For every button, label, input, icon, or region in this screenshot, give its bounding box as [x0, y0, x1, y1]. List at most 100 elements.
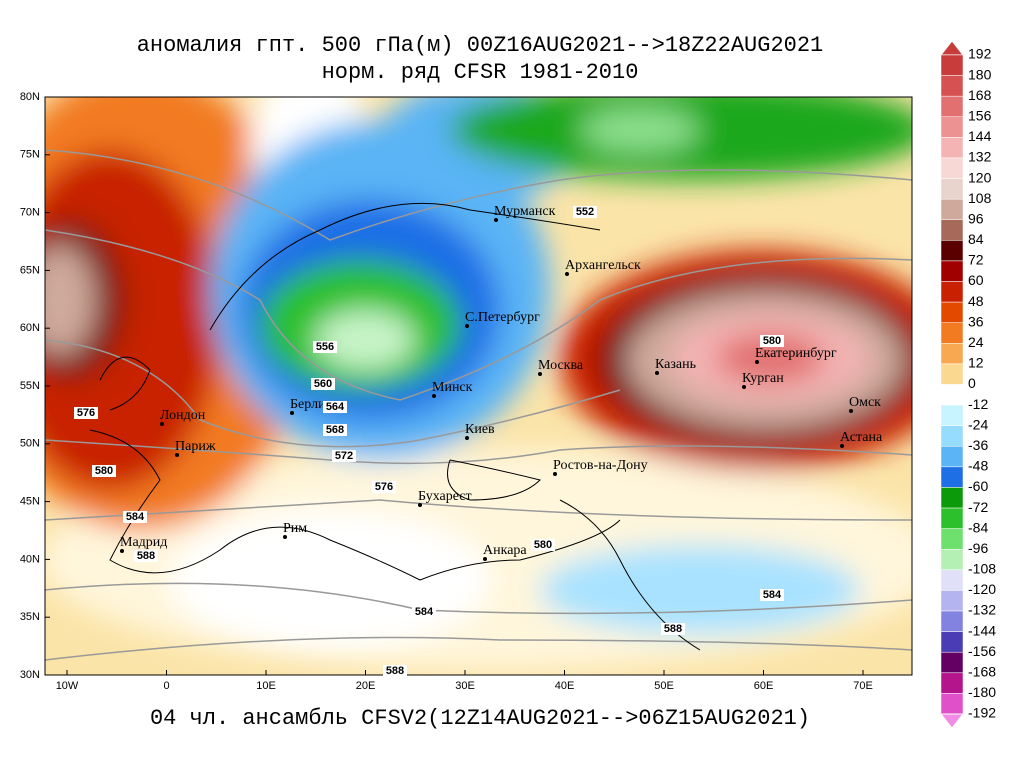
colorbar-cell	[940, 260, 964, 282]
colorbar-cell	[940, 75, 964, 97]
lon-label: 10W	[56, 680, 79, 692]
city-label: Москва	[538, 358, 584, 373]
lat-label: 55N	[20, 380, 40, 392]
colorbar-cell	[940, 240, 964, 262]
city-label: Берлин	[290, 397, 334, 412]
colorbar-cell	[940, 301, 964, 323]
contour-label-bg	[661, 623, 685, 635]
colorbar-cell	[940, 487, 964, 509]
colorbar-label: 108	[968, 190, 992, 206]
map	[45, 97, 912, 675]
colorbar-cell	[940, 384, 964, 406]
contour-label: 580	[763, 335, 781, 347]
contour-label-bg	[332, 450, 356, 462]
contour-label: 588	[386, 665, 404, 677]
city-label: Екатеринбург	[755, 346, 837, 361]
colorbar-label: -24	[968, 416, 988, 432]
colorbar-cell	[940, 631, 964, 653]
colorbar-cell	[940, 693, 964, 715]
city-dot	[840, 444, 844, 448]
lon-label: 0	[163, 680, 169, 692]
city-label: Лондон	[160, 408, 206, 423]
city-label: Ростов-на-Дону	[553, 458, 648, 473]
contour-label-bg	[531, 539, 555, 551]
colorbar-label: 120	[968, 169, 992, 185]
city-dot	[849, 409, 853, 413]
colorbar-arrow	[939, 40, 965, 56]
contour-label-bg	[372, 481, 396, 493]
city-dot	[432, 394, 436, 398]
city-label: Париж	[175, 439, 216, 454]
colorbar-label: 192	[968, 46, 992, 62]
colorbar-label: -120	[968, 581, 996, 597]
colorbar-label: -180	[968, 684, 996, 700]
colorbar-cell	[940, 363, 964, 385]
contour-label: 580	[534, 539, 552, 551]
colorbar-label: -72	[968, 499, 988, 515]
city-dot	[160, 422, 164, 426]
lat-label: 80N	[20, 91, 40, 103]
colorbar-arrow	[939, 713, 965, 729]
lat-label: 60N	[20, 322, 40, 334]
colorbar-cell	[940, 528, 964, 550]
contour-label: 556	[316, 341, 334, 353]
footer: 04 чл. ансамбль CFSV2(12Z14AUG2021-->06Z…	[150, 706, 810, 731]
colorbar-label: 180	[968, 66, 992, 82]
lat-label: 45N	[20, 496, 40, 508]
contour-label: 584	[126, 511, 145, 523]
colorbar-label: -96	[968, 540, 988, 556]
city-label: Казань	[655, 357, 696, 372]
city-dot	[465, 436, 469, 440]
colorbar-cell	[940, 549, 964, 571]
lon-label: 60E	[754, 680, 774, 692]
colorbar-label: -192	[968, 705, 996, 721]
colorbar-label: -156	[968, 643, 996, 659]
colorbar-cell	[940, 281, 964, 303]
colorbar-label: -36	[968, 437, 988, 453]
city-label: Анкара	[483, 543, 527, 558]
city-dot	[565, 272, 569, 276]
city-dot	[175, 453, 179, 457]
colorbar-cell	[940, 343, 964, 365]
lon-label: 20E	[356, 680, 376, 692]
colorbar-label: 48	[968, 293, 984, 309]
city-label: Омск	[849, 395, 881, 410]
lat-label: 35N	[20, 611, 40, 623]
colorbar-cell	[940, 610, 964, 632]
city-label: С.Петербург	[465, 310, 540, 325]
city-dot	[755, 360, 759, 364]
city-dot	[538, 372, 542, 376]
contours	[45, 149, 912, 661]
colorbar-label: 84	[968, 231, 984, 247]
lat-label: 40N	[20, 553, 40, 565]
colorbar-label: 168	[968, 87, 992, 103]
city-dot	[655, 371, 659, 375]
colorbar-cell	[940, 425, 964, 447]
contour-label-bg	[573, 206, 597, 218]
lon-label: 40E	[555, 680, 575, 692]
colorbar-label: 36	[968, 313, 984, 329]
colorbar-cell	[940, 322, 964, 344]
colorbar-cell	[940, 157, 964, 179]
colorbar-cell	[940, 178, 964, 200]
colorbar-label: -60	[968, 478, 988, 494]
colorbar-cell	[940, 95, 964, 118]
colorbar-cell	[940, 651, 964, 674]
colorbar-label: -132	[968, 602, 996, 618]
colorbar-label: -48	[968, 458, 988, 474]
colorbar-cell	[940, 116, 964, 138]
contour-label: 572	[335, 450, 353, 462]
lat-label: 30N	[20, 669, 40, 681]
contour-label-bg	[760, 589, 784, 601]
colorbar-cell	[940, 219, 964, 241]
colorbar-label: 24	[968, 334, 984, 350]
colorbar-cell	[940, 569, 964, 591]
colorbar-cell	[940, 404, 964, 426]
contour-label: 588	[137, 550, 155, 562]
colorbar-label: -12	[968, 396, 988, 412]
contour-label: 588	[664, 623, 682, 635]
contour-label: 576	[77, 407, 95, 419]
city-dot	[483, 557, 487, 561]
title-line: норм. ряд CFSR 1981-2010	[322, 60, 639, 85]
colorbar-label: 0	[968, 375, 976, 391]
